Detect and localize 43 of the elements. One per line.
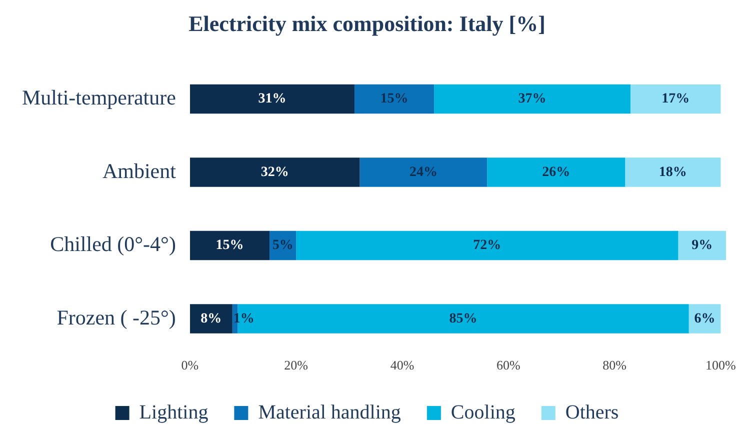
- x-tick-label: 100%: [706, 358, 736, 373]
- data-label: 15%: [380, 92, 408, 107]
- bar: [190, 84, 354, 114]
- x-tick-label: 40%: [390, 358, 414, 373]
- bar: [190, 230, 270, 260]
- data-label: 31%: [258, 92, 286, 107]
- x-tick-label: 60%: [496, 358, 520, 373]
- legend-label: Others: [565, 401, 619, 424]
- x-tick-label: 0%: [181, 358, 199, 373]
- data-label: 6%: [694, 311, 716, 326]
- data-label: 72%: [473, 238, 502, 254]
- y-tick-label: Ambient: [102, 158, 176, 183]
- y-tick-label: Chilled (0°-4°): [50, 232, 176, 256]
- data-label: 24%: [409, 164, 438, 180]
- legend-label: Material handling: [258, 401, 401, 424]
- data-label: 5%: [272, 238, 294, 254]
- legend-label: Cooling: [450, 401, 516, 424]
- data-label: 85%: [449, 311, 478, 326]
- chart-title: Electricity mix composition: Italy [%]: [188, 10, 546, 36]
- data-label: 26%: [542, 164, 570, 180]
- bar: [434, 84, 630, 114]
- bar: [190, 158, 360, 187]
- data-label: 17%: [662, 92, 690, 107]
- bar: [360, 158, 488, 187]
- bar: [630, 84, 721, 114]
- data-label: 8%: [200, 311, 222, 326]
- y-tick-label: Frozen ( -25°): [56, 305, 176, 330]
- data-label: 18%: [658, 164, 687, 180]
- bar: [625, 158, 721, 187]
- data-label: 9%: [692, 238, 713, 254]
- y-tick-label: Multi-temperature: [22, 86, 176, 110]
- data-label: 37%: [518, 92, 546, 107]
- bar: [296, 230, 678, 260]
- data-label: 15%: [216, 238, 244, 254]
- bar: [354, 84, 434, 114]
- x-tick-label: 20%: [284, 358, 308, 373]
- x-tick-label: 80%: [602, 358, 627, 373]
- data-label: 32%: [260, 164, 289, 180]
- data-label: 1%: [233, 311, 254, 326]
- bar: [487, 158, 626, 187]
- legend-label: Lighting: [139, 401, 208, 424]
- bar: [190, 304, 232, 334]
- bar: [678, 230, 726, 260]
